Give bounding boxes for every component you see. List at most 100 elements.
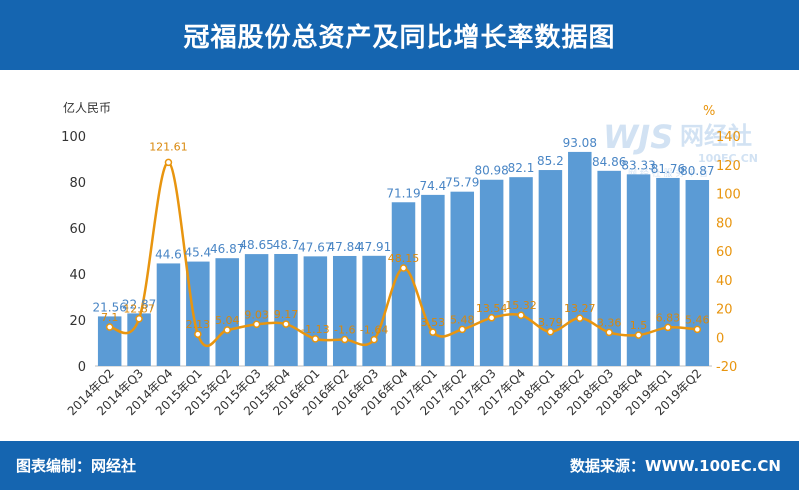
bar-value-label: 46.87 <box>210 242 244 256</box>
bar-value-label: 48.65 <box>239 238 273 252</box>
bar <box>274 253 298 366</box>
line-value-label: 48.15 <box>388 252 420 265</box>
bar <box>538 170 563 366</box>
bar-value-label: 84.86 <box>592 155 626 169</box>
bar-value-label: 47.67 <box>298 240 332 254</box>
y-axis-right-title: % <box>703 104 715 119</box>
line-value-label: 3.79 <box>538 316 563 329</box>
y-right-tick-label: 40 <box>716 274 733 289</box>
watermark-logo-text: WJS <box>603 118 673 156</box>
line-value-label: 12.87 <box>123 303 155 316</box>
y-left-tick-label: 0 <box>78 360 86 375</box>
bar-value-label: 21.56 <box>93 300 127 314</box>
line-point <box>311 335 320 343</box>
bar <box>685 179 710 366</box>
line-point <box>487 314 496 322</box>
bar <box>127 313 151 366</box>
y-axis-left-title: 亿人民币 <box>63 100 111 115</box>
bar <box>215 258 239 366</box>
line-value-label: 9.17 <box>274 308 299 321</box>
bar-value-label: 71.19 <box>386 186 420 200</box>
bar <box>450 191 475 366</box>
line-point <box>135 314 143 323</box>
line-value-label: 5.46 <box>685 313 710 326</box>
line-point <box>370 335 378 344</box>
line-point <box>458 325 467 334</box>
line-point <box>282 320 290 328</box>
y-right-tick-label: 60 <box>716 245 733 260</box>
bar-value-label: 75.79 <box>445 176 479 190</box>
line-point <box>399 264 408 272</box>
line-value-label: -1.64 <box>360 324 388 337</box>
line-point <box>340 335 349 344</box>
bar-value-label: 81.76 <box>651 162 685 176</box>
chart-footer: 图表编制：网经社 数据来源：WWW.100EC.CN <box>0 441 799 490</box>
y-left-tick-label: 100 <box>61 130 86 145</box>
line-value-label: 5.04 <box>215 314 240 327</box>
y-right-tick-label: 0 <box>716 331 724 346</box>
line-point <box>576 314 584 322</box>
y-right-tick-label: 140 <box>716 130 741 145</box>
y-left-tick-label: 60 <box>69 222 86 237</box>
y-left-tick-label: 80 <box>69 176 86 191</box>
line-point <box>517 311 525 319</box>
line-value-label: -1.13 <box>301 323 329 336</box>
line-value-label: 13.27 <box>564 302 596 315</box>
bar-value-label: 82.1 <box>508 161 535 175</box>
bar <box>391 202 416 366</box>
line-point <box>605 328 613 337</box>
watermark-brand-text: 网经社 <box>680 122 752 150</box>
bar <box>626 174 651 366</box>
bar-value-label: 93.08 <box>563 136 597 150</box>
footer-source-editor: 图表编制：网经社 <box>16 457 137 475</box>
growth-rate-line <box>109 161 698 348</box>
bar-value-label: 83.33 <box>621 158 655 172</box>
line-value-label: 13.54 <box>476 302 508 315</box>
bar <box>421 194 445 366</box>
y-right-tick-label: 20 <box>716 303 733 318</box>
bar <box>156 263 181 366</box>
line-point <box>546 328 555 336</box>
chart-area: WJS 网经社 100EC.CN 网 经 社 服 务 平 台 亿人民币 0 20 40… <box>0 70 799 441</box>
y-right-tick-label: 80 <box>716 216 733 231</box>
line-point <box>634 331 643 339</box>
line-point <box>105 323 114 331</box>
chart-svg: WJS 网经社 100EC.CN 网 经 社 服 务 平 台 亿人民币 0 20 40… <box>61 100 758 418</box>
bar-value-label: 44.6 <box>155 247 182 261</box>
line-point <box>429 328 437 336</box>
line-value-label: 3.53 <box>421 316 446 329</box>
y-right-tick-label: 100 <box>716 188 741 203</box>
bar <box>656 177 680 366</box>
line-value-label: -1.6 <box>334 324 355 337</box>
bar <box>362 255 386 366</box>
bar <box>186 261 210 366</box>
watermark-url-text: 100EC.CN <box>698 152 758 165</box>
line-value-label: 7.1 <box>101 311 119 324</box>
bar-value-label: 80.87 <box>680 164 714 178</box>
line-value-label: 5.48 <box>450 313 475 326</box>
y-right-tick-label: -20 <box>716 360 737 375</box>
bar <box>303 256 328 366</box>
line-point <box>223 326 231 334</box>
bar-value-label: 80.98 <box>474 164 508 178</box>
footer-data-source: 数据来源：WWW.100EC.CN <box>570 457 781 475</box>
line-value-label: 3.36 <box>597 316 622 329</box>
bar-value-label: 22.87 <box>122 297 156 311</box>
bar <box>332 255 357 366</box>
bar-value-label: 48.7 <box>273 238 300 252</box>
bar <box>597 170 621 366</box>
bar-value-label: 74.4 <box>420 179 447 193</box>
bar <box>479 179 504 366</box>
watermark-logo: WJS 网经社 100EC.CN 网 经 社 服 务 平 台 <box>603 118 758 179</box>
chart-title-bar: 冠福股份总资产及同比增长率数据图 <box>0 0 799 70</box>
line-point <box>252 320 261 329</box>
line-value-label: 9.03 <box>244 308 269 321</box>
bar <box>568 151 592 366</box>
y-right-tick-label: 120 <box>716 159 741 174</box>
line-point <box>164 158 173 167</box>
line-value-label: 6.83 <box>656 311 681 324</box>
bar <box>244 254 269 366</box>
bar-value-label: 85.2 <box>537 154 564 168</box>
line-value-label: 1.5 <box>630 319 648 332</box>
line-point <box>693 325 702 334</box>
